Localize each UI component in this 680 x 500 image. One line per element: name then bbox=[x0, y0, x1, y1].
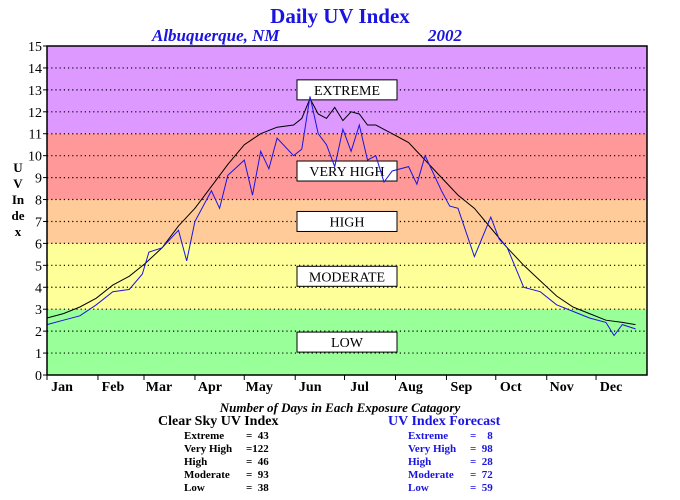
x-tick-label: Nov bbox=[550, 380, 574, 395]
y-tick-label: 14 bbox=[28, 62, 42, 77]
row-label: Moderate bbox=[184, 469, 230, 481]
row-label: Very High bbox=[408, 443, 457, 455]
x-tick-label: Jun bbox=[299, 380, 322, 395]
y-tick-label: 1 bbox=[35, 347, 42, 362]
band-label-box bbox=[296, 79, 398, 101]
y-tick-label: 11 bbox=[29, 128, 42, 143]
row-label: High bbox=[184, 456, 208, 468]
x-tick-label: Aug bbox=[398, 380, 423, 395]
forecast-table: Extreme = 8 Very High = 98 High = 28 Modera… bbox=[408, 430, 493, 495]
x-tick-label: Jul bbox=[350, 380, 369, 395]
clear-sky-row-low: Low = 38 bbox=[184, 482, 269, 495]
x-tick-label: Sep bbox=[451, 380, 473, 395]
forecast-row-low: Low = 59 bbox=[408, 482, 493, 495]
row-value: = 98 bbox=[470, 443, 493, 455]
band-label-box bbox=[296, 210, 398, 232]
band-label: EXTREME bbox=[314, 84, 380, 99]
forecast-heading: UV Index Forecast bbox=[388, 414, 501, 429]
forecast-row-extreme: Extreme = 8 bbox=[408, 430, 493, 443]
band-label: MODERATE bbox=[309, 270, 385, 285]
y-tick-label: 4 bbox=[35, 281, 42, 296]
y-tick-label: 6 bbox=[35, 237, 42, 252]
y-tick-label: 8 bbox=[35, 194, 42, 209]
band-label-box bbox=[296, 265, 398, 287]
band-label: HIGH bbox=[330, 215, 365, 230]
row-value: = 38 bbox=[246, 482, 269, 494]
row-value: = 8 bbox=[470, 430, 493, 442]
summary-caption: Number of Days in Each Exposure Catagory bbox=[219, 400, 461, 415]
row-label: Low bbox=[408, 482, 429, 494]
plot-frame bbox=[46, 45, 648, 376]
y-tick-label: 2 bbox=[35, 325, 42, 340]
y-tick-label: 9 bbox=[35, 172, 42, 187]
row-value: = 59 bbox=[470, 482, 493, 494]
chart-subtitle-location: Albuquerque, NM bbox=[152, 26, 280, 45]
row-value: = 93 bbox=[246, 469, 269, 481]
row-label: Extreme bbox=[184, 430, 225, 442]
clear-sky-row-extreme: Extreme = 43 bbox=[184, 430, 269, 443]
band-label: VERY HIGH bbox=[309, 165, 384, 180]
x-tick-label: Feb bbox=[102, 380, 125, 395]
row-label: High bbox=[408, 456, 432, 468]
series-line-clear-sky-uv-index bbox=[46, 97, 636, 326]
y-tick-label: 12 bbox=[28, 106, 42, 121]
chart-title: Daily UV Index bbox=[270, 4, 410, 28]
y-axis-label: UV Index bbox=[11, 160, 25, 239]
forecast-row-high: High = 28 bbox=[408, 456, 493, 469]
y-tick-label: 13 bbox=[28, 84, 42, 99]
x-tick-label: Apr bbox=[198, 380, 222, 395]
series-line-uv-index-forecast bbox=[46, 96, 636, 337]
forecast-row-very-high: Very High = 98 bbox=[408, 443, 493, 456]
y-tick-label: 10 bbox=[28, 150, 42, 165]
y-tick-label: 3 bbox=[35, 303, 42, 318]
x-tick-label: May bbox=[246, 380, 273, 395]
band-label-box bbox=[296, 331, 398, 353]
row-label: Moderate bbox=[408, 469, 454, 481]
clear-sky-heading: Clear Sky UV Index bbox=[158, 414, 279, 429]
row-value: = 46 bbox=[246, 456, 269, 468]
clear-sky-row-moderate: Moderate = 93 bbox=[184, 469, 269, 482]
x-tick-label: Jan bbox=[51, 380, 73, 395]
row-value: = 43 bbox=[246, 430, 269, 442]
clear-sky-table: Extreme = 43 Very High =122 High = 46 Moder… bbox=[184, 430, 269, 495]
row-label: Low bbox=[184, 482, 205, 494]
row-value: = 28 bbox=[470, 456, 493, 468]
row-label: Extreme bbox=[408, 430, 449, 442]
forecast-row-moderate: Moderate = 72 bbox=[408, 469, 493, 482]
x-tick-label: Oct bbox=[500, 380, 522, 395]
row-value: = 72 bbox=[470, 469, 493, 481]
band-label: LOW bbox=[331, 336, 364, 351]
clear-sky-row-high: High = 46 bbox=[184, 456, 269, 469]
band-label-box bbox=[296, 160, 398, 182]
row-value: =122 bbox=[246, 443, 269, 455]
y-tick-label: 7 bbox=[35, 215, 42, 230]
x-tick-label: Dec bbox=[600, 380, 623, 395]
x-tick-label: Mar bbox=[146, 380, 172, 395]
chart-subtitle-year: 2002 bbox=[428, 26, 462, 45]
y-tick-label: 0 bbox=[35, 369, 42, 384]
y-tick-label: 5 bbox=[35, 259, 42, 274]
clear-sky-row-very-high: Very High =122 bbox=[184, 443, 269, 456]
y-tick-label: 15 bbox=[28, 40, 42, 55]
row-label: Very High bbox=[184, 443, 233, 455]
